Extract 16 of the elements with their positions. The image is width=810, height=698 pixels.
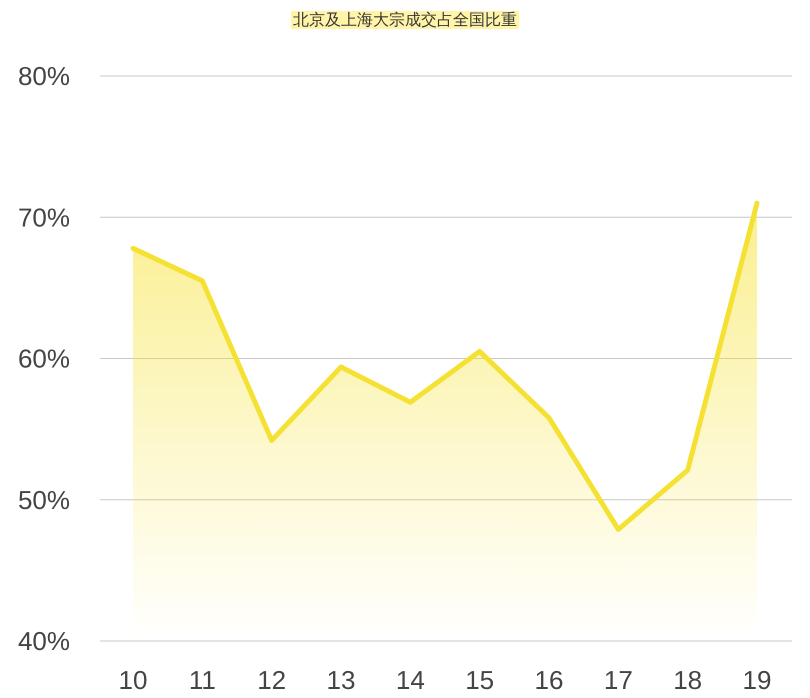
x-tick-label: 16 <box>534 665 564 695</box>
x-tick-label: 15 <box>465 665 494 695</box>
y-tick-label: 70% <box>18 202 70 232</box>
x-tick-label: 10 <box>118 665 148 695</box>
chart-title: 北京及上海大宗成交占全国比重 <box>293 11 517 29</box>
x-tick-label: 14 <box>396 665 425 695</box>
x-tick-label: 17 <box>604 665 633 695</box>
x-tick-label: 11 <box>188 665 216 695</box>
x-tick-label: 18 <box>673 665 702 695</box>
x-tick-label: 12 <box>257 665 286 695</box>
y-tick-label: 60% <box>18 344 70 374</box>
y-tick-label: 80% <box>18 61 70 91</box>
x-tick-label: 13 <box>326 665 356 695</box>
y-tick-label: 40% <box>18 626 70 656</box>
x-tick-label: 19 <box>742 665 772 695</box>
y-tick-label: 50% <box>18 484 70 515</box>
